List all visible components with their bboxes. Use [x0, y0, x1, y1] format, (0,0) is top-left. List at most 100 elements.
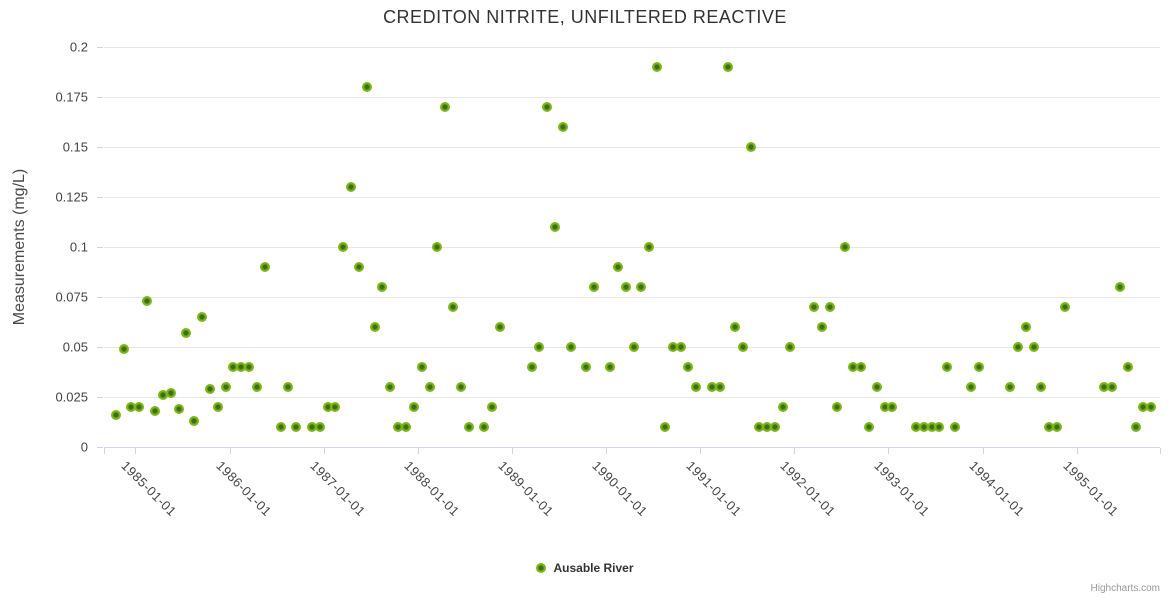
data-point[interactable]	[1114, 281, 1125, 292]
data-point[interactable]	[1044, 421, 1055, 432]
data-point[interactable]	[785, 341, 796, 352]
data-point[interactable]	[1005, 381, 1016, 392]
data-point[interactable]	[212, 401, 223, 412]
data-point[interactable]	[204, 383, 215, 394]
data-point[interactable]	[1138, 401, 1149, 412]
legend[interactable]: Ausable River	[0, 561, 1170, 575]
data-point[interactable]	[463, 421, 474, 432]
data-point[interactable]	[730, 321, 741, 332]
data-point[interactable]	[604, 361, 615, 372]
data-point[interactable]	[636, 281, 647, 292]
data-point[interactable]	[722, 61, 733, 72]
data-point[interactable]	[612, 261, 623, 272]
data-point[interactable]	[816, 321, 827, 332]
data-point[interactable]	[150, 405, 160, 416]
data-point[interactable]	[110, 409, 121, 420]
data-point[interactable]	[855, 361, 866, 372]
data-point[interactable]	[142, 295, 153, 306]
data-point[interactable]	[879, 401, 890, 412]
data-point[interactable]	[675, 341, 686, 352]
data-point[interactable]	[683, 361, 694, 372]
data-point[interactable]	[620, 281, 631, 292]
data-point[interactable]	[848, 361, 859, 372]
data-point[interactable]	[1122, 361, 1133, 372]
data-point[interactable]	[165, 387, 176, 398]
data-point[interactable]	[589, 281, 600, 292]
data-point[interactable]	[440, 101, 451, 112]
data-point[interactable]	[197, 311, 208, 322]
data-point[interactable]	[746, 141, 757, 152]
data-point[interactable]	[283, 381, 294, 392]
data-point[interactable]	[134, 401, 145, 412]
data-point[interactable]	[118, 343, 129, 354]
data-point[interactable]	[1020, 321, 1031, 332]
data-point[interactable]	[495, 321, 506, 332]
data-point[interactable]	[542, 101, 553, 112]
data-point[interactable]	[408, 401, 419, 412]
data-point[interactable]	[228, 361, 239, 372]
highcharts-credits-link[interactable]: Highcharts.com	[1090, 583, 1160, 594]
data-point[interactable]	[424, 381, 435, 392]
data-point[interactable]	[887, 401, 898, 412]
data-point[interactable]	[644, 241, 655, 252]
data-point[interactable]	[330, 401, 341, 412]
data-point[interactable]	[432, 241, 443, 252]
data-point[interactable]	[557, 121, 568, 132]
data-point[interactable]	[581, 361, 592, 372]
data-point[interactable]	[754, 421, 764, 432]
data-point[interactable]	[1106, 381, 1117, 392]
data-point[interactable]	[385, 381, 396, 392]
data-point[interactable]	[220, 381, 231, 392]
data-point[interactable]	[840, 241, 851, 252]
data-point[interactable]	[832, 401, 843, 412]
data-point[interactable]	[338, 241, 349, 252]
data-point[interactable]	[824, 301, 835, 312]
data-point[interactable]	[1130, 421, 1141, 432]
data-point[interactable]	[1012, 341, 1023, 352]
data-point[interactable]	[777, 401, 788, 412]
data-point[interactable]	[918, 421, 929, 432]
data-point[interactable]	[526, 361, 537, 372]
data-point[interactable]	[487, 401, 498, 412]
data-point[interactable]	[926, 421, 937, 432]
data-point[interactable]	[565, 341, 576, 352]
data-point[interactable]	[1036, 381, 1047, 392]
data-point[interactable]	[534, 341, 545, 352]
data-point[interactable]	[738, 341, 749, 352]
data-point[interactable]	[259, 261, 270, 272]
data-point[interactable]	[369, 321, 380, 332]
data-point[interactable]	[275, 421, 286, 432]
data-point[interactable]	[157, 389, 168, 400]
data-point[interactable]	[189, 415, 200, 426]
data-point[interactable]	[479, 421, 490, 432]
data-point[interactable]	[1028, 341, 1039, 352]
data-point[interactable]	[377, 281, 388, 292]
data-point[interactable]	[769, 421, 780, 432]
data-point[interactable]	[973, 361, 984, 372]
data-point[interactable]	[401, 421, 412, 432]
data-point[interactable]	[251, 381, 262, 392]
data-point[interactable]	[416, 361, 427, 372]
data-point[interactable]	[181, 327, 192, 338]
data-point[interactable]	[361, 81, 372, 92]
data-point[interactable]	[353, 261, 364, 272]
data-point[interactable]	[236, 361, 247, 372]
data-point[interactable]	[761, 421, 772, 432]
data-point[interactable]	[448, 301, 459, 312]
data-point[interactable]	[706, 381, 717, 392]
data-point[interactable]	[667, 341, 678, 352]
data-point[interactable]	[691, 381, 702, 392]
data-point[interactable]	[1099, 381, 1110, 392]
data-point[interactable]	[126, 401, 137, 412]
data-point[interactable]	[934, 421, 945, 432]
data-point[interactable]	[455, 381, 466, 392]
data-point[interactable]	[291, 421, 302, 432]
data-point[interactable]	[659, 421, 670, 432]
data-point[interactable]	[910, 421, 921, 432]
data-point[interactable]	[550, 221, 561, 232]
data-point[interactable]	[244, 361, 255, 372]
data-point[interactable]	[306, 421, 317, 432]
data-point[interactable]	[714, 381, 725, 392]
data-point[interactable]	[808, 301, 819, 312]
data-point[interactable]	[942, 361, 953, 372]
